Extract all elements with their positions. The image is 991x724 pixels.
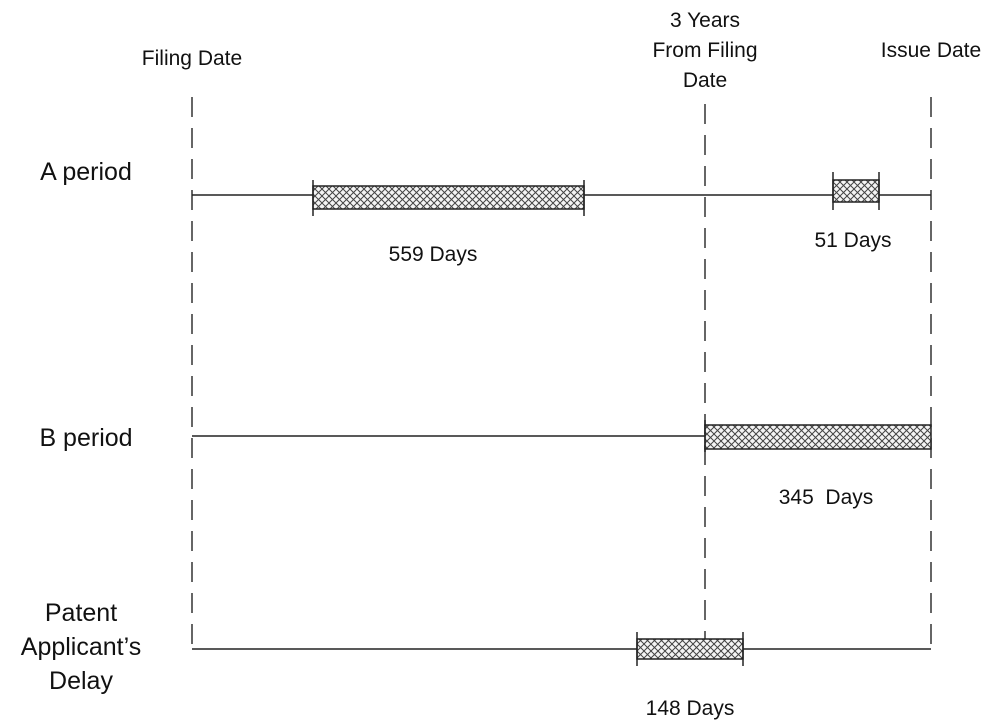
filing-date-label: Filing Date	[142, 47, 242, 70]
delay-label-line-2: Applicant’s	[21, 633, 141, 661]
a-period-bar-1-label: 559 Days	[389, 243, 478, 266]
delay-bar-1-label: 148 Days	[646, 697, 735, 720]
a-period-label: A period	[40, 158, 132, 186]
a-period-bar-2-label: 51 Days	[814, 229, 891, 252]
three-years-label-line-3: Date	[683, 69, 727, 92]
a-period-bar-2	[832, 179, 880, 203]
b-period-label: B period	[39, 424, 132, 452]
b-period-bar-1-label: 345 Days	[779, 486, 874, 509]
three-years-label-line-2: From Filing	[652, 39, 757, 62]
delay-label-line-3: Delay	[49, 667, 113, 695]
b-period-bar-1	[704, 424, 932, 450]
delay-label-line-1: Patent	[45, 599, 117, 627]
three-years-label-line-1: 3 Years	[670, 9, 740, 32]
delay-bar-1	[636, 638, 744, 660]
a-period-bar-1	[312, 185, 585, 210]
issue-date-label: Issue Date	[881, 39, 981, 62]
